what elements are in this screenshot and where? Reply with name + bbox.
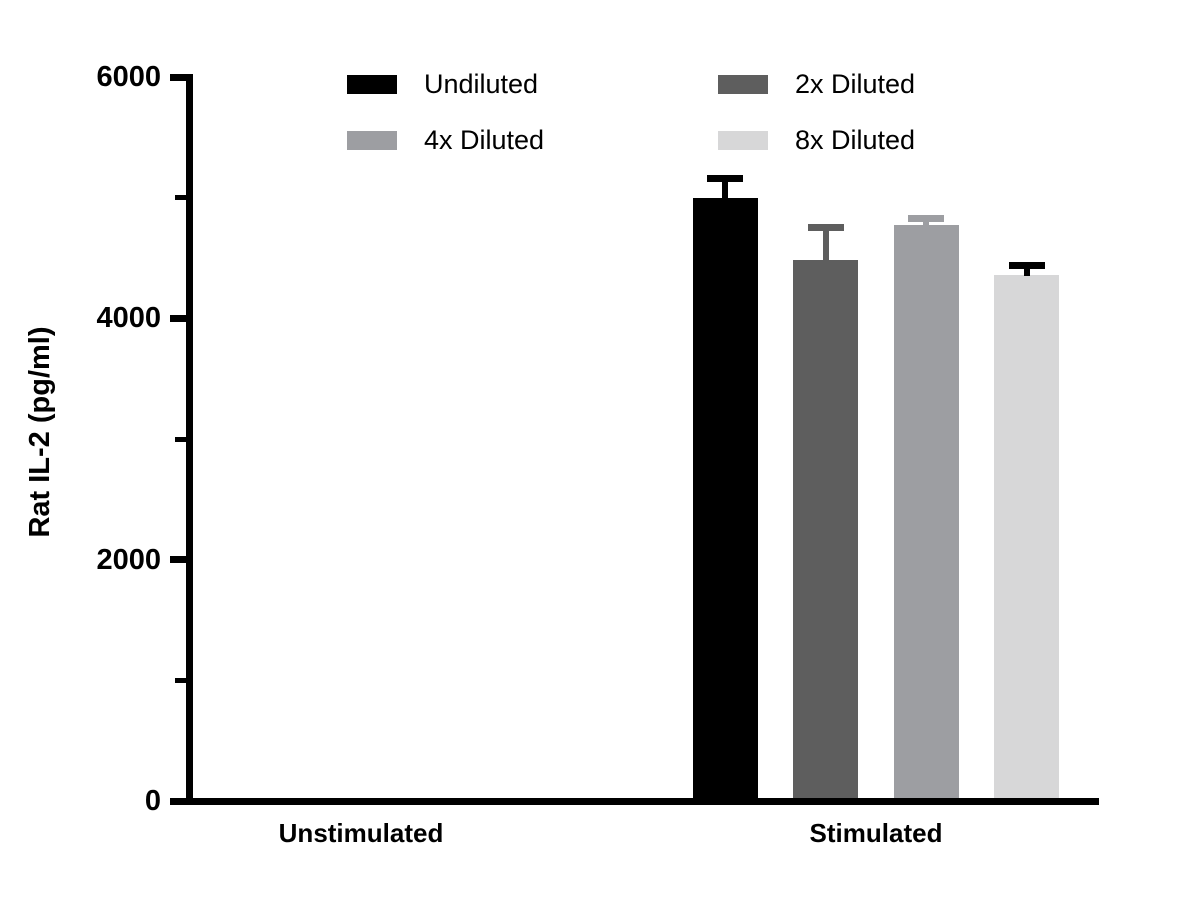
- error-bar-cap-2x-diluted: [807, 223, 844, 231]
- legend-label-2x-diluted: 2x Diluted: [795, 69, 916, 99]
- bar-stimulated-8x-diluted: [994, 274, 1060, 801]
- legend-label-8x-diluted: 8x Diluted: [795, 125, 916, 155]
- x-axis-line: [169, 797, 1099, 805]
- legend-label-4x-diluted: 4x Diluted: [424, 125, 545, 155]
- x-tick-label-stimulated: Stimulated: [809, 818, 943, 848]
- legend-swatch-undiluted: [347, 75, 397, 94]
- legend-item-undiluted: Undiluted: [347, 69, 538, 99]
- error-bar-cap-8x-diluted: [1008, 262, 1045, 270]
- y-major-tick-0: [169, 797, 186, 805]
- legend-swatch-4x-diluted: [347, 131, 397, 150]
- y-minor-tick-3000: [174, 436, 186, 442]
- error-bar-stem-2x-diluted: [822, 227, 829, 262]
- legend-item-4x-diluted: 4x Diluted: [347, 125, 544, 155]
- y-axis-line: [185, 73, 193, 805]
- y-minor-tick-5000: [174, 195, 186, 201]
- error-bar-cap-undiluted: [707, 175, 744, 183]
- legend-swatch-2x-diluted: [718, 75, 768, 94]
- error-bar-stem-8x-diluted: [1023, 265, 1030, 276]
- bar-stimulated-undiluted: [692, 197, 758, 801]
- y-major-tick-6000: [169, 73, 186, 81]
- legend-item-8x-diluted: 8x Diluted: [718, 125, 915, 155]
- x-tick-label-unstimulated: Unstimulated: [278, 818, 444, 848]
- error-bar-stem-4x-diluted: [923, 218, 930, 226]
- y-tick-label-0: 0: [144, 785, 161, 817]
- y-major-tick-2000: [169, 556, 186, 564]
- bar-stimulated-4x-diluted: [893, 224, 959, 801]
- error-bar-stem-undiluted: [722, 178, 729, 199]
- y-tick-label-6000: 6000: [96, 61, 161, 93]
- y-minor-tick-1000: [174, 677, 186, 683]
- legend-item-2x-diluted: 2x Diluted: [718, 69, 915, 99]
- y-tick-label-4000: 4000: [96, 302, 161, 335]
- legend-label-undiluted: Undiluted: [424, 69, 539, 99]
- y-major-tick-4000: [169, 314, 186, 322]
- bar-stimulated-2x-diluted: [793, 260, 859, 801]
- error-bar-cap-4x-diluted: [908, 215, 945, 223]
- y-tick-label-2000: 2000: [96, 543, 161, 576]
- legend-swatch-8x-diluted: [718, 131, 768, 150]
